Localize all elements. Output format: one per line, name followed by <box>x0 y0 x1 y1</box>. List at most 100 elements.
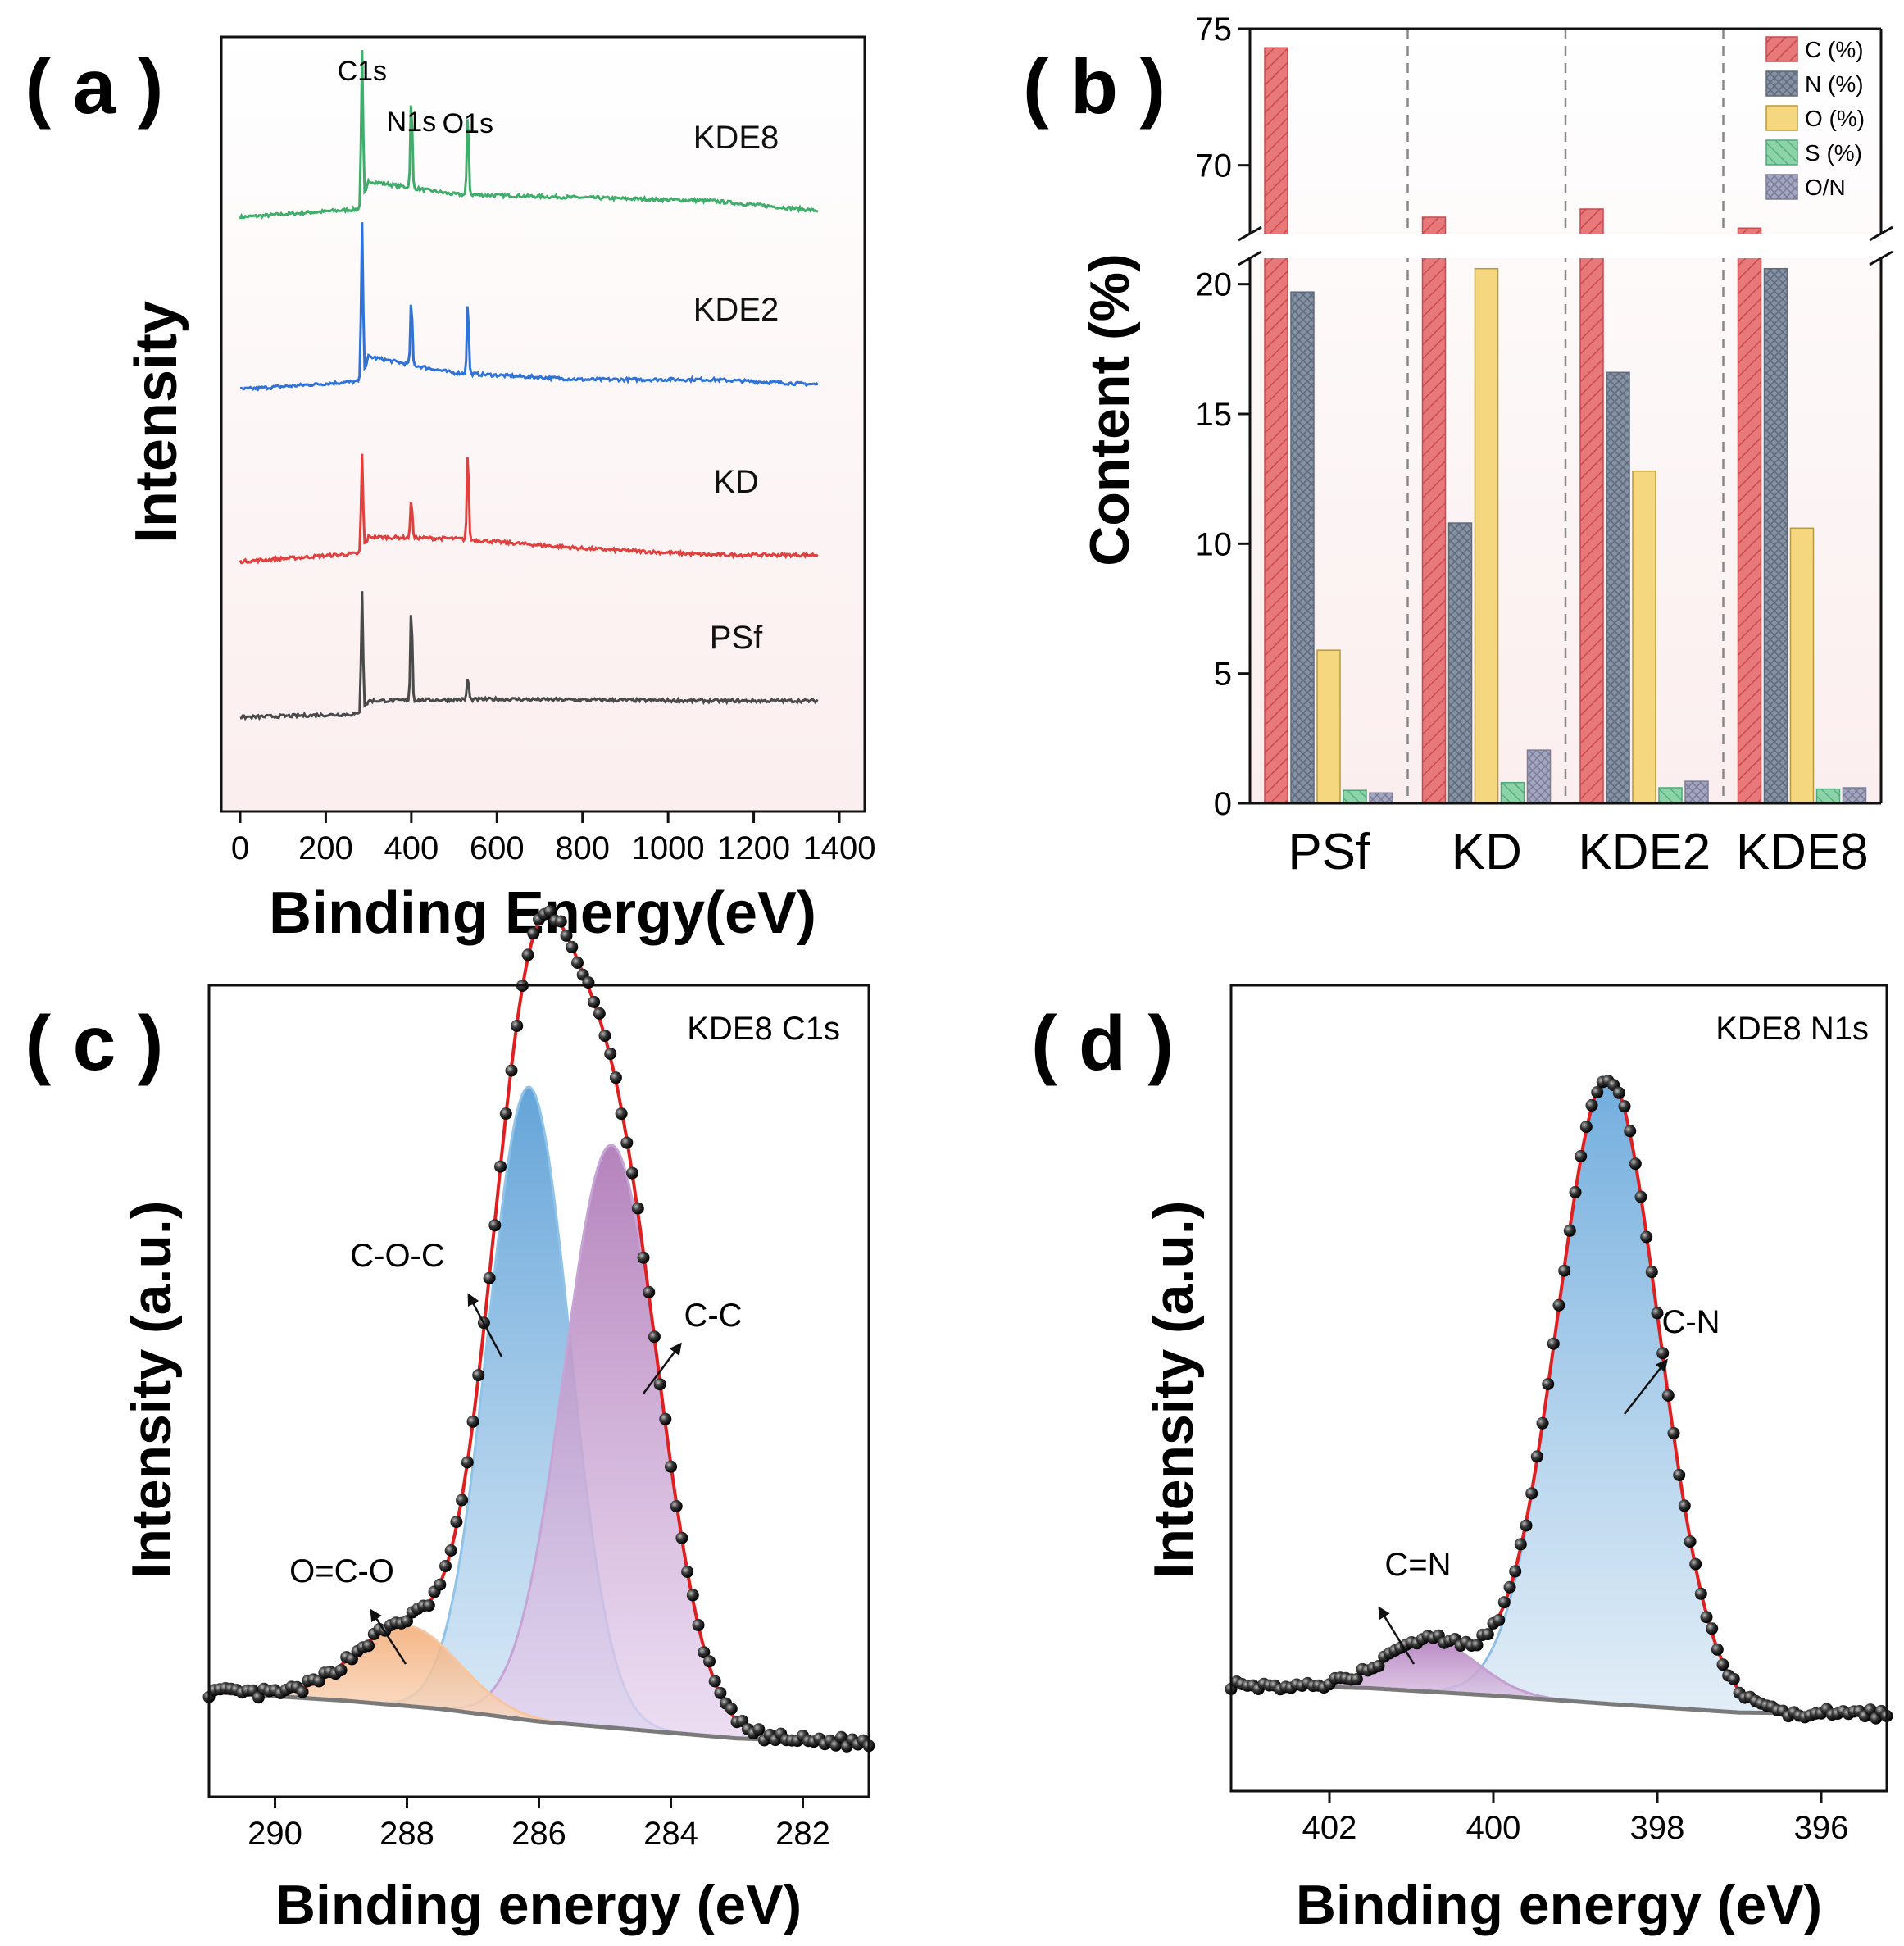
y-tick-label: 75 <box>1196 11 1233 48</box>
data-point <box>334 1664 348 1676</box>
bar-kd-0 <box>1421 216 1447 804</box>
panel-c: 290 288 286 284 282 C-O-C C-C O=C-O KDE8 C1s (… <box>25 905 875 1936</box>
bar-kde2-0 <box>1579 208 1604 804</box>
series-kde2-label: KDE2 <box>693 292 779 328</box>
data-point <box>422 1599 435 1612</box>
data-point <box>582 976 595 989</box>
panel-d-frame <box>1229 984 1888 1793</box>
data-point <box>1525 1487 1538 1500</box>
panel-a-frame <box>220 35 866 813</box>
panel-b-y-axis-label: Content (%) <box>1079 253 1141 566</box>
data-point <box>1629 1157 1642 1171</box>
annotation-arrow <box>370 1608 407 1665</box>
data-point <box>1503 1580 1516 1594</box>
category-label-kde8: KDE8 <box>1736 824 1869 880</box>
data-point <box>1618 1100 1631 1113</box>
data-point <box>609 1071 622 1084</box>
panel-d-title: KDE8 N1s <box>1715 1011 1869 1047</box>
panel-d-x-ticks: 402 400 398 396 <box>1302 1791 1848 1846</box>
data-point <box>434 1578 447 1591</box>
data-point <box>598 1030 611 1042</box>
panel-b-label: ( b ) <box>1023 43 1166 130</box>
x-tick-label: 282 <box>775 1816 830 1852</box>
bar-psf-0 <box>1264 47 1288 804</box>
legend-swatch-0 <box>1765 36 1798 62</box>
annotation-arrow <box>643 1342 682 1394</box>
data-point <box>648 1330 661 1344</box>
data-point <box>1624 1125 1637 1138</box>
annotation-arrow <box>1624 1358 1668 1415</box>
data-point <box>1711 1643 1724 1656</box>
data-point <box>1661 1389 1675 1402</box>
data-point <box>1514 1538 1527 1551</box>
x-tick-label: 400 <box>384 830 439 866</box>
annotation-c-c: C-C <box>684 1298 742 1334</box>
data-point <box>1684 1535 1697 1548</box>
x-tick-label: 400 <box>1466 1810 1521 1846</box>
peak-label-n1s: N1s <box>387 107 436 138</box>
data-point <box>1727 1672 1740 1685</box>
data-point <box>1640 1230 1653 1244</box>
data-point <box>1350 1673 1363 1685</box>
data-point <box>1509 1565 1522 1578</box>
y-tick-label: 10 <box>1196 526 1233 562</box>
data-point <box>631 1202 644 1215</box>
panel-d-annotations: C-N C=N <box>1378 1304 1720 1665</box>
data-point <box>543 905 557 918</box>
data-point <box>835 1730 847 1744</box>
data-point <box>1563 1224 1576 1237</box>
bar-kde8-0 <box>1737 227 1762 804</box>
data-point <box>1547 1337 1560 1350</box>
y-tick-label: 0 <box>1214 786 1232 822</box>
data-point <box>725 1703 738 1716</box>
panel-d-y-axis-label: Intensity (a.u.) <box>1143 1201 1205 1579</box>
x-tick-label: 286 <box>511 1816 566 1852</box>
series-kde2-line <box>239 222 819 392</box>
x-tick-label: 402 <box>1302 1810 1357 1846</box>
data-point <box>665 1460 677 1473</box>
bar-kde2-2 <box>1632 470 1656 804</box>
legend-swatch-2 <box>1765 105 1798 131</box>
data-point <box>1481 1628 1494 1641</box>
data-point <box>1673 1468 1686 1481</box>
annotation-o=c-o: O=C-O <box>289 1553 394 1589</box>
data-point <box>626 1166 638 1180</box>
legend-label-4: O/N <box>1805 175 1846 200</box>
data-point <box>643 1285 656 1298</box>
annotation-arrow <box>467 1293 503 1357</box>
bar-kd-2 <box>1474 267 1499 804</box>
series-kde8-label: KDE8 <box>693 120 779 156</box>
data-point <box>659 1412 672 1425</box>
data-point <box>1530 1450 1543 1463</box>
data-point <box>620 1136 634 1149</box>
y-tick-label: 15 <box>1196 397 1233 433</box>
bar-kde8-4 <box>1842 787 1867 804</box>
bar-psf-3 <box>1343 789 1367 804</box>
bar-kde8-2 <box>1789 527 1815 804</box>
data-point <box>675 1531 688 1544</box>
data-point <box>1612 1086 1625 1099</box>
peak-label-o1s: O1s <box>443 108 493 139</box>
data-point <box>439 1560 452 1572</box>
category-label-kde2: KDE2 <box>1578 824 1711 880</box>
data-point <box>527 927 540 940</box>
bar-kde8-1 <box>1763 267 1788 804</box>
data-point <box>752 1723 766 1736</box>
data-point <box>511 1020 524 1032</box>
data-point <box>571 957 584 969</box>
data-point <box>1706 1622 1719 1635</box>
bar-kd-1 <box>1447 522 1473 804</box>
data-point <box>444 1544 457 1557</box>
panel-c-title: KDE8 C1s <box>687 1011 840 1047</box>
data-point <box>1716 1658 1729 1671</box>
annotation-c-o-c: C-O-C <box>350 1238 445 1274</box>
data-point <box>1645 1266 1658 1279</box>
legend-label-0: C (%) <box>1805 37 1864 62</box>
data-point <box>1470 1639 1484 1652</box>
data-point <box>472 1369 485 1382</box>
series-kde8-line <box>239 50 819 220</box>
x-tick-label: 290 <box>248 1816 302 1852</box>
category-label-psf: PSf <box>1288 824 1370 880</box>
axis-break-mark <box>1238 250 1262 266</box>
